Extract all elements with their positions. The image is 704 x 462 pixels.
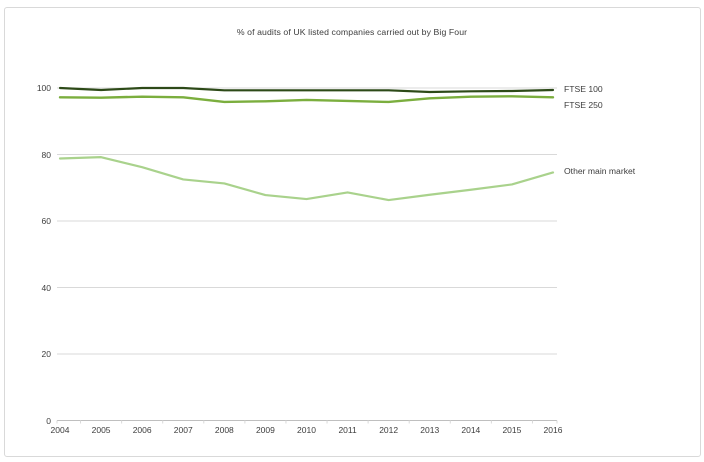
x-tick-label-2011: 2011: [338, 425, 357, 435]
chart-title: % of audits of UK listed companies carri…: [236, 27, 468, 37]
x-tick-label-2007: 2007: [173, 425, 193, 435]
x-tick-label-2004: 2004: [50, 425, 70, 435]
y-tick-label-100: 100: [36, 83, 51, 93]
x-tick-label-2015: 2015: [502, 425, 522, 435]
x-tick-label-2005: 2005: [91, 425, 111, 435]
x-tick-label-2009: 2009: [255, 425, 275, 435]
x-tick-label-2006: 2006: [132, 425, 152, 435]
x-tick-label-2013: 2013: [420, 425, 440, 435]
series-line-ftse-250: [58, 95, 555, 104]
x-tick-label-2010: 2010: [297, 425, 316, 435]
y-tick-label-20: 20: [41, 349, 51, 359]
legend-label-ftse-100: FTSE 100: [564, 84, 603, 94]
legend-label-ftse-250: FTSE 250: [564, 100, 603, 110]
x-tick-label-2008: 2008: [214, 425, 234, 435]
y-tick-label-0: 0: [46, 415, 51, 426]
y-tick-label-40: 40: [41, 282, 51, 293]
y-tick-label-60: 60: [41, 216, 51, 226]
x-tick-label-2012: 2012: [379, 425, 399, 435]
y-tick-label-80: 80: [41, 149, 51, 160]
series-line-other-main-market: [58, 156, 555, 202]
legend-label-other-main-market: Other main market: [564, 166, 636, 176]
x-tick-label-2016: 2016: [543, 425, 563, 435]
series-line-ftse-100: [58, 86, 555, 94]
x-tick-label-2014: 2014: [461, 425, 481, 435]
